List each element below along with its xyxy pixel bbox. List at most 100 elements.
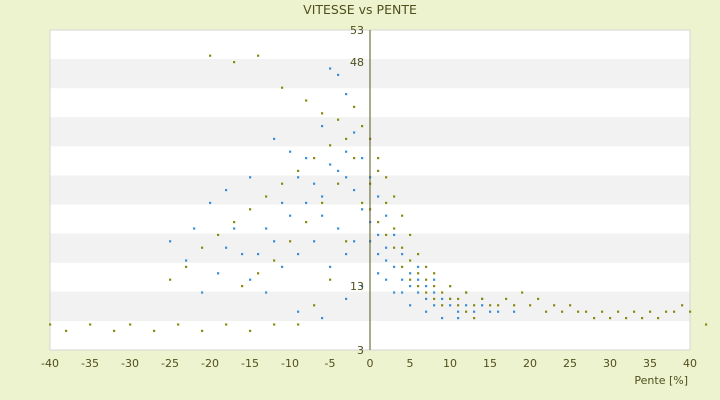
data-point	[265, 195, 268, 198]
data-point	[193, 227, 196, 230]
y-tick-labels: 3 13 48 53	[350, 24, 364, 357]
data-point	[417, 285, 420, 288]
data-points	[49, 54, 708, 332]
data-point	[313, 240, 316, 243]
data-point	[521, 291, 524, 294]
data-point	[689, 310, 692, 313]
x-tick-label: 5	[407, 357, 414, 370]
data-point	[377, 157, 380, 160]
data-point	[425, 278, 428, 281]
data-point	[185, 265, 188, 268]
data-point	[409, 304, 412, 307]
data-point	[553, 304, 556, 307]
data-point	[441, 304, 444, 307]
data-point	[393, 233, 396, 236]
data-point	[401, 291, 404, 294]
data-point	[585, 310, 588, 313]
data-point	[665, 310, 668, 313]
data-point	[417, 265, 420, 268]
data-point	[409, 285, 412, 288]
data-point	[425, 285, 428, 288]
data-point	[225, 246, 228, 249]
data-point	[417, 253, 420, 256]
data-point	[561, 310, 564, 313]
data-point	[353, 105, 356, 108]
data-point	[401, 253, 404, 256]
data-point	[225, 189, 228, 192]
data-point	[249, 329, 252, 332]
x-tick-label: 0	[367, 357, 374, 370]
data-point	[425, 265, 428, 268]
data-point	[409, 259, 412, 262]
data-point	[385, 176, 388, 179]
data-point	[473, 310, 476, 313]
x-tick-label: -15	[241, 357, 259, 370]
data-point	[401, 214, 404, 217]
data-point	[345, 93, 348, 96]
data-point	[385, 259, 388, 262]
data-point	[329, 67, 332, 70]
data-point	[417, 278, 420, 281]
data-point	[465, 310, 468, 313]
data-point	[673, 310, 676, 313]
data-point	[337, 169, 340, 172]
data-point	[377, 272, 380, 275]
data-point	[513, 310, 516, 313]
data-point	[321, 112, 324, 115]
data-point	[617, 310, 620, 313]
data-point	[281, 86, 284, 89]
data-point	[433, 291, 436, 294]
data-point	[433, 285, 436, 288]
data-point	[473, 304, 476, 307]
x-tick-label: -10	[281, 357, 299, 370]
y-tick-label: 3	[357, 344, 364, 357]
data-point	[345, 297, 348, 300]
data-point	[249, 278, 252, 281]
data-point	[361, 125, 364, 128]
data-point	[465, 304, 468, 307]
data-point	[441, 297, 444, 300]
data-point	[313, 304, 316, 307]
x-tick-label: 25	[563, 357, 577, 370]
data-point	[345, 253, 348, 256]
data-point	[217, 272, 220, 275]
data-point	[401, 246, 404, 249]
data-point	[345, 176, 348, 179]
data-point	[113, 329, 116, 332]
data-point	[385, 214, 388, 217]
x-tick-label: -20	[201, 357, 219, 370]
data-point	[425, 297, 428, 300]
data-point	[209, 201, 212, 204]
data-point	[297, 310, 300, 313]
data-point	[497, 304, 500, 307]
data-point	[169, 278, 172, 281]
x-tick-label: -25	[161, 357, 179, 370]
data-point	[321, 125, 324, 128]
data-point	[489, 310, 492, 313]
data-point	[449, 297, 452, 300]
data-point	[537, 297, 540, 300]
x-tick-label: 35	[643, 357, 657, 370]
x-tick-labels: -40 -35 -30 -25 -20 -15 -10 -5 0 5 10 15 20 25 30 35 40	[41, 357, 697, 370]
data-point	[345, 137, 348, 140]
data-point	[313, 182, 316, 185]
data-point	[449, 304, 452, 307]
data-point	[377, 221, 380, 224]
data-point	[361, 285, 364, 288]
data-point	[609, 317, 612, 320]
data-point	[297, 176, 300, 179]
data-point	[633, 310, 636, 313]
data-point	[169, 240, 172, 243]
data-point	[425, 291, 428, 294]
data-point	[177, 323, 180, 326]
data-point	[377, 169, 380, 172]
data-point	[297, 323, 300, 326]
data-point	[153, 329, 156, 332]
data-point	[265, 227, 268, 230]
data-point	[337, 227, 340, 230]
data-point	[329, 144, 332, 147]
data-point	[529, 304, 532, 307]
x-tick-label: -30	[121, 357, 139, 370]
x-axis-title: Pente [%]	[634, 374, 688, 387]
